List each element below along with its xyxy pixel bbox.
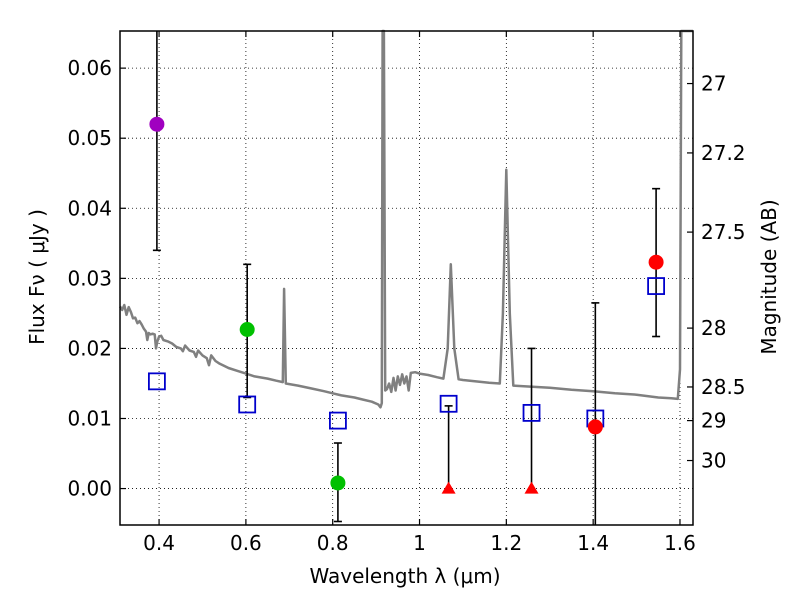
x-tick-label: 0.4 (143, 531, 175, 555)
measured-point (648, 254, 664, 270)
y-right-tick-label: 29 (701, 409, 726, 433)
x-axis-label: Wavelength λ (μm) (309, 564, 500, 588)
x-tick-label: 0.8 (317, 531, 349, 555)
measured-point (587, 419, 603, 435)
y-right-tick-label: 28.5 (701, 375, 746, 399)
y-tick-label: 0.05 (67, 126, 112, 150)
sed-model-layer (118, 29, 693, 409)
measured-point (239, 322, 255, 338)
y-tick-label: 0.06 (67, 56, 112, 80)
model-band-square (329, 411, 347, 430)
x-tick-label: 1.4 (577, 531, 609, 555)
model-band-square (238, 395, 257, 414)
model-band-square (522, 403, 541, 422)
axes-frame (119, 30, 694, 526)
y-right-tick-label: 27.5 (701, 220, 746, 244)
x-tick-label: 0.6 (230, 531, 262, 555)
x-tick-label: 1.6 (664, 531, 696, 555)
model-band-square (147, 372, 166, 391)
y-tick-label: 0.03 (67, 266, 112, 290)
measured-point (330, 475, 346, 491)
y-tick-label: 0.01 (67, 406, 112, 430)
x-tick-label: 1.2 (490, 531, 522, 555)
x-tick-label: 1 (413, 531, 426, 555)
model-band-square (647, 277, 666, 295)
upper-limit-triangle (441, 481, 456, 494)
upper-limit-triangle (524, 481, 539, 494)
model-band-layer (147, 277, 666, 430)
tick-layer: 0.4 0.6 0.8 1 1.2 1.4 1.6 0.00 0.01 0.02 0.03 0.04 0… (67, 31, 746, 555)
sed-model-line (118, 29, 693, 409)
y-right-tick-label: 27 (701, 72, 726, 96)
y-right-tick-label: 28 (701, 316, 726, 340)
y-tick-label: 0.00 (67, 477, 112, 501)
y-tick-label: 0.02 (67, 336, 112, 360)
measured-point (149, 116, 165, 132)
grid (120, 31, 693, 525)
y-axis-right-label: Magnitude (AB) (757, 199, 781, 354)
y-right-tick-label: 27.2 (701, 141, 746, 165)
plot-frame (119, 30, 694, 526)
y-right-tick-label: 30 (701, 449, 726, 473)
y-tick-label: 0.04 (67, 196, 112, 220)
y-axis-label: Flux Fν ( μJy ) (25, 209, 49, 345)
model-band-square (439, 394, 458, 413)
measured-point-layer (149, 116, 664, 494)
